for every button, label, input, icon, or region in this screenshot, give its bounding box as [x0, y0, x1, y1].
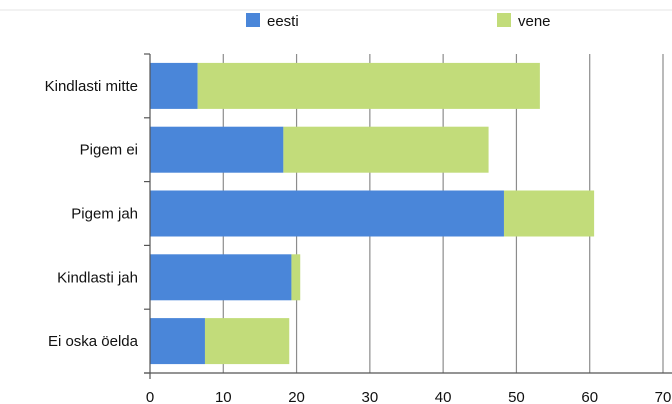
axes: [144, 53, 672, 379]
legend: eesti vene: [0, 9, 672, 30]
tick-labels: 0 10 20 30 40 50 60 70: [146, 389, 672, 404]
bar-vene-1: [283, 126, 489, 173]
x-tick-label-40: 40: [435, 389, 452, 404]
x-tick-label-70: 70: [655, 389, 672, 404]
bar-vene-0: [197, 62, 540, 109]
bar-eesti-1: [150, 126, 284, 173]
category-label-2: Pigem jah: [71, 206, 138, 223]
bar-eesti-4: [150, 318, 205, 365]
x-tick-label-10: 10: [215, 389, 232, 404]
category-label-1: Pigem ei: [80, 142, 138, 159]
bar-eesti-0: [150, 62, 198, 109]
category-label-4: Ei oska öelda: [48, 333, 139, 350]
category-labels: Kindlasti mitte Pigem ei Pigem jah Kindlast…: [45, 78, 139, 350]
legend-swatch-vene: [497, 13, 511, 27]
bar-eesti-2: [150, 190, 504, 237]
category-label-0: Kindlasti mitte: [45, 78, 138, 95]
x-tick-label-0: 0: [146, 389, 154, 404]
x-tick-label-30: 30: [362, 389, 379, 404]
x-tick-label-20: 20: [288, 389, 305, 404]
bars: [150, 62, 595, 365]
x-tick-label-60: 60: [581, 389, 598, 404]
bar-vene-3: [291, 254, 301, 301]
bar-vene-4: [204, 318, 290, 365]
x-tick-label-50: 50: [508, 389, 525, 404]
bar-vene-2: [503, 190, 595, 237]
legend-label-eesti: eesti: [267, 13, 299, 30]
legend-label-vene: vene: [518, 13, 551, 30]
legend-swatch-eesti: [246, 13, 260, 27]
category-label-3: Kindlasti jah: [57, 269, 138, 286]
bar-eesti-3: [150, 254, 292, 301]
